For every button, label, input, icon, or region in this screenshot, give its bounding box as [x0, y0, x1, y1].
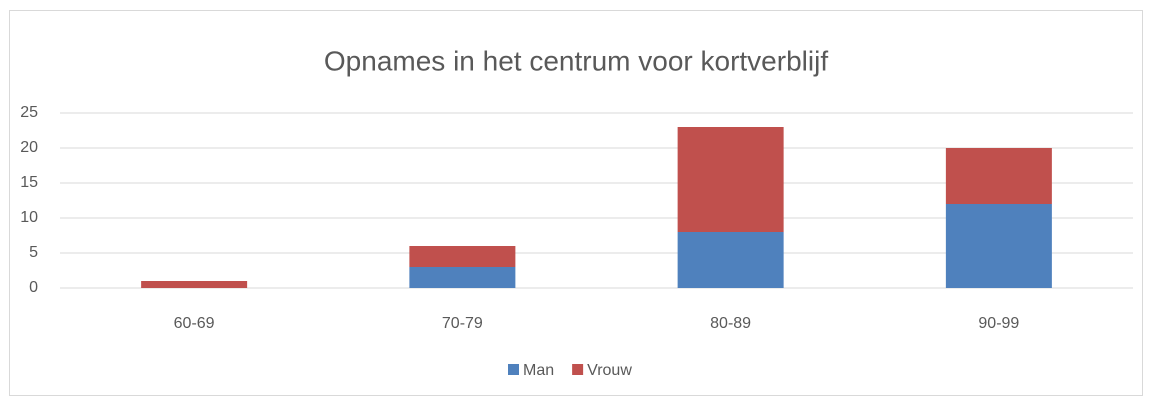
x-tick-label: 70-79 [442, 315, 483, 332]
y-tick-label: 15 [20, 174, 38, 191]
y-tick-label: 5 [29, 244, 38, 261]
bar-segment [677, 232, 784, 288]
y-tick-label: 20 [20, 139, 38, 156]
y-tick-label: 10 [20, 209, 38, 226]
bar-segment [677, 127, 784, 232]
x-tick-label: 60-69 [174, 315, 215, 332]
bar-segment [945, 148, 1052, 204]
chart-title: Opnames in het centrum voor kortverblijf [324, 45, 828, 76]
x-tick-label: 80-89 [710, 315, 751, 332]
bar-segment [945, 204, 1052, 288]
y-tick-label: 0 [29, 279, 38, 296]
bar-segment [141, 281, 248, 288]
legend-swatch [572, 364, 584, 375]
bar-segment [409, 246, 516, 267]
legend-swatch [508, 364, 519, 375]
bar-segment [409, 267, 516, 288]
x-tick-label: 90-99 [978, 315, 1019, 332]
legend-label: Vrouw [587, 362, 632, 379]
legend-label: Man [523, 362, 554, 379]
y-tick-label: 25 [20, 104, 38, 121]
